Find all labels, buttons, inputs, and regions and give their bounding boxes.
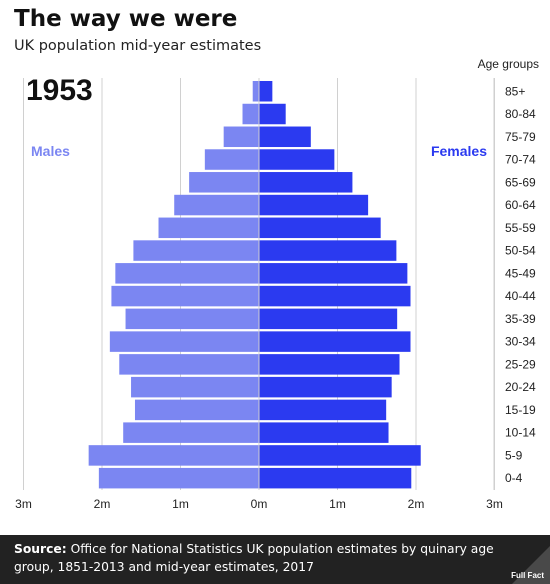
male-bar <box>134 399 259 421</box>
age-group-label: 35-39 <box>505 312 536 326</box>
male-bar <box>131 376 259 398</box>
male-bar <box>242 103 259 125</box>
female-bar <box>259 399 387 421</box>
x-tick-label: 1m <box>172 497 189 511</box>
age-group-label: 45-49 <box>505 266 536 280</box>
x-tick-label: 2m <box>94 497 111 511</box>
male-bar <box>119 354 259 375</box>
age-group-label: 10-14 <box>505 426 536 440</box>
male-bar <box>204 149 259 170</box>
female-bar <box>259 149 335 170</box>
female-bar <box>259 422 389 443</box>
age-group-label: 70-74 <box>505 153 536 167</box>
source-label: Source: <box>14 542 67 556</box>
age-group-label: 50-54 <box>505 244 536 258</box>
x-tick-label: 3m <box>486 497 503 511</box>
age-group-label: 55-59 <box>505 221 536 235</box>
age-group-label: 0-4 <box>505 471 523 485</box>
age-group-label: 60-64 <box>505 198 536 212</box>
chart-subtitle: UK population mid-year estimates <box>14 38 262 54</box>
x-tick-label: 2m <box>408 497 425 511</box>
male-bar <box>125 308 259 330</box>
full-fact-logo-text: Full Fact <box>511 571 544 580</box>
source-note: Source: Office for National Statistics U… <box>14 541 494 576</box>
male-bar <box>123 422 259 443</box>
female-bar <box>259 172 353 193</box>
age-group-label: 65-69 <box>505 175 536 189</box>
age-group-label: 85+ <box>505 84 525 98</box>
female-bar <box>259 467 412 489</box>
age-group-label: 80-84 <box>505 107 536 121</box>
male-bar <box>109 331 259 352</box>
male-bar <box>158 217 259 239</box>
female-bar <box>259 126 311 148</box>
male-bar <box>133 240 259 261</box>
x-tick-label: 0m <box>251 497 268 511</box>
chart-title: The way we were <box>14 6 238 32</box>
female-bar <box>259 194 369 216</box>
age-group-label: 15-19 <box>505 403 536 417</box>
female-bar <box>259 308 398 330</box>
male-bar <box>115 263 259 284</box>
female-bar <box>259 103 286 125</box>
male-bar <box>223 126 259 148</box>
source-text: Office for National Statistics UK popula… <box>14 542 494 574</box>
x-tick-label: 3m <box>15 497 32 511</box>
male-bar <box>252 81 259 102</box>
female-bar <box>259 217 381 239</box>
age-group-label: 40-44 <box>505 289 536 303</box>
female-bar <box>259 285 411 307</box>
age-group-label: 30-34 <box>505 335 536 349</box>
year-label: 1953 <box>26 74 93 107</box>
female-bar <box>259 81 273 102</box>
male-bar <box>111 285 259 307</box>
age-group-label: 75-79 <box>505 130 536 144</box>
females-legend: Females <box>431 143 487 159</box>
female-bar <box>259 445 421 466</box>
male-bar <box>189 172 259 193</box>
full-fact-logo <box>512 546 550 584</box>
female-bar <box>259 376 392 398</box>
female-bar <box>259 263 408 284</box>
male-bar <box>174 194 259 216</box>
population-pyramid-chart: 85+ 80-84 75-79 70-74 65-69 60-64 55-59 50-54 45… <box>15 57 539 511</box>
male-bar <box>98 467 259 489</box>
source-footer: Source: Office for National Statistics U… <box>0 535 550 584</box>
x-tick-label: 1m <box>329 497 346 511</box>
age-group-label: 5-9 <box>505 448 523 462</box>
age-group-label: 25-29 <box>505 357 536 371</box>
female-bar <box>259 354 400 375</box>
male-bar <box>88 445 259 466</box>
age-group-label: 20-24 <box>505 380 536 394</box>
males-legend: Males <box>31 143 70 159</box>
female-bar <box>259 240 397 261</box>
female-bar <box>259 331 411 352</box>
age-groups-title: Age groups <box>478 57 539 71</box>
